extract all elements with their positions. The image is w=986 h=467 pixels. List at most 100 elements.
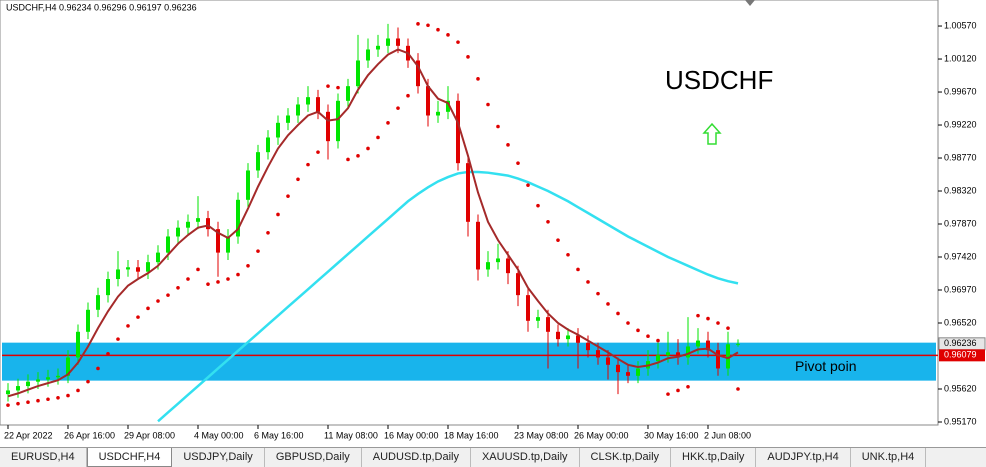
sar-dot — [16, 401, 20, 406]
x-tick-label: 26 May 00:00 — [574, 430, 629, 440]
sar-dot — [276, 212, 280, 217]
candle-body — [126, 267, 130, 270]
x-tick-label: 29 Apr 08:00 — [124, 430, 175, 440]
symbol-tab[interactable]: EURUSD,H4 — [0, 448, 87, 467]
symbol-tab[interactable]: AUDJPY.tp,H4 — [756, 448, 851, 467]
candle-body — [696, 340, 700, 347]
sar-dot — [296, 177, 300, 182]
sar-dot — [646, 334, 650, 339]
y-tick-label: 0.98320 — [944, 185, 977, 195]
symbol-tab[interactable]: XAUUSD.tp,Daily — [471, 448, 580, 467]
sar-dot — [216, 280, 220, 284]
sar-dot — [676, 388, 680, 393]
symbol-tab[interactable]: UNK.tp,H4 — [851, 448, 927, 467]
sar-dot — [576, 267, 580, 272]
symbol-tab[interactable]: GBPUSD,Daily — [265, 448, 362, 467]
candle-body — [106, 279, 110, 296]
candle-body — [516, 273, 520, 296]
sar-dot — [166, 293, 170, 297]
candle-body — [256, 152, 260, 171]
candle-body — [166, 236, 170, 253]
candle-body — [336, 100, 340, 142]
symbol-tab[interactable]: AUDUSD.tp,Daily — [362, 448, 471, 467]
x-tick-label: 18 May 16:00 — [444, 430, 499, 440]
sar-dot — [606, 302, 610, 306]
candle-body — [596, 350, 600, 358]
y-tick-label: 1.00120 — [944, 53, 977, 63]
candle-body — [156, 252, 160, 263]
candle-body — [366, 49, 370, 61]
candle-body — [246, 170, 250, 200]
chart: Pivot poin USDCHF,H4 0.96234 0.96296 0.9… — [0, 0, 986, 440]
sar-dot — [446, 33, 450, 37]
y-tick-label: 0.97870 — [944, 218, 977, 228]
candle-body — [136, 267, 140, 272]
candle-body — [616, 364, 620, 373]
candle-body — [186, 221, 190, 228]
x-tick-label: 2 Jun 08:00 — [704, 430, 751, 440]
x-tick-label: 26 Apr 16:00 — [64, 430, 115, 440]
x-tick-label: 16 May 00:00 — [384, 430, 439, 440]
symbol-tab[interactable]: HKK.tp,Daily — [671, 448, 757, 467]
sar-dot — [146, 306, 150, 311]
symbol-tab[interactable]: USDCHF,H4 — [86, 448, 173, 467]
sar-dot — [456, 40, 460, 44]
sar-dot — [736, 387, 740, 391]
candle-body — [116, 269, 120, 280]
candle-body — [206, 218, 210, 230]
sar-dot — [516, 161, 520, 165]
symbol-tab[interactable]: USDJPY,Daily — [172, 448, 265, 467]
candle-body — [496, 258, 500, 263]
sar-dot — [636, 328, 640, 333]
candle-body — [586, 342, 590, 351]
sar-dot — [656, 338, 660, 343]
x-tick-label: 23 May 08:00 — [514, 430, 569, 440]
candle-body — [146, 262, 150, 272]
sar-dot — [336, 85, 340, 90]
y-tick-label: 0.98770 — [944, 152, 977, 162]
candle-body — [346, 86, 350, 101]
sar-dot — [366, 146, 370, 151]
scroll-marker — [745, 0, 755, 6]
candle-body — [296, 104, 300, 116]
up-arrow — [702, 122, 722, 145]
symbol-label: USDCHF — [665, 65, 773, 95]
candle-body — [666, 352, 670, 356]
x-tick-label: 11 May 08:00 — [324, 430, 378, 440]
candle-body — [676, 352, 680, 358]
sar-dot — [326, 84, 330, 88]
sar-dot — [666, 392, 670, 396]
candle-body — [486, 262, 490, 270]
x-tick-label: 4 May 00:00 — [194, 430, 244, 440]
pivot-price-label: 0.96079 — [944, 350, 977, 360]
sar-dot — [486, 102, 490, 107]
sar-dot — [476, 77, 480, 81]
candle-body — [426, 86, 430, 116]
symbol-tab[interactable]: CLSK.tp,Daily — [580, 448, 672, 467]
sar-dot — [356, 154, 360, 158]
sar-dot — [106, 352, 110, 356]
candle-body — [286, 115, 290, 123]
sar-dot — [136, 315, 140, 319]
sar-dot — [546, 220, 550, 224]
candle-body — [506, 258, 510, 274]
candle-body — [396, 38, 400, 46]
candle-body — [46, 377, 50, 380]
sar-dot — [376, 135, 380, 140]
sar-dot — [86, 379, 90, 384]
sar-dot — [416, 22, 420, 26]
sar-dot — [556, 238, 560, 242]
sar-dot — [196, 267, 200, 272]
last-price-label: 0.96236 — [944, 338, 977, 348]
sar-dot — [46, 397, 50, 402]
sar-dot — [306, 162, 310, 167]
candle-body — [636, 368, 640, 376]
y-tick-label: 0.99220 — [944, 119, 977, 129]
sar-dot — [496, 124, 500, 129]
sar-dot — [536, 203, 540, 208]
candle-body — [266, 137, 270, 153]
sar-dot — [396, 106, 400, 110]
sar-dot — [406, 93, 410, 98]
candle-body — [716, 350, 720, 369]
sar-dot — [506, 143, 510, 147]
